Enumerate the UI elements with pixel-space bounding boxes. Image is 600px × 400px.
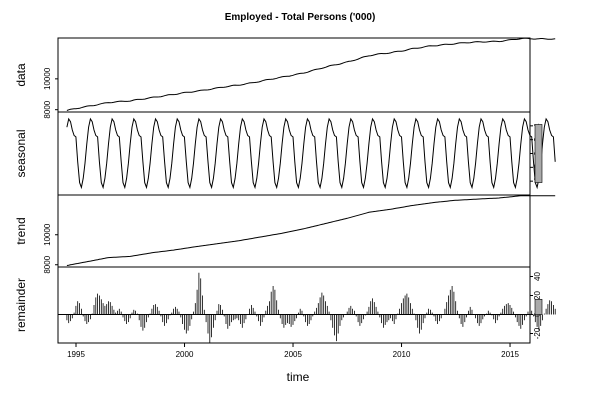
data-y-tick-label: 10000 (43, 67, 52, 90)
seasonal-scale-bar (534, 124, 543, 183)
data-y-tick-label: 8000 (43, 100, 52, 118)
x-tick-label: 2010 (393, 350, 411, 359)
trend-series-line (66, 195, 556, 266)
data-series-line (66, 37, 556, 111)
data-y-label: data (14, 63, 28, 87)
seasonal-y-label: seasonal (14, 129, 28, 177)
panels-layer: data 8000 10000 seasonal-4-2024 trend 8000 100… (14, 37, 556, 344)
remainder-y-tick-label: 20 (533, 291, 542, 300)
trend-y-tick-label: 8000 (43, 255, 52, 273)
trend-y-tick-label: 10000 (43, 223, 52, 246)
chart-title: Employed - Total Persons ('000) (225, 12, 376, 23)
remainder-y-tick-label: -20 (533, 327, 542, 339)
x-tick-label: 2005 (284, 350, 302, 359)
x-tick-label: 1995 (67, 350, 85, 359)
x-tick-label: 2015 (501, 350, 519, 359)
panel-trend: trend 8000 10000 (14, 194, 556, 274)
remainder-panel-frame (57, 266, 531, 344)
x-axis: 1995 2000 2005 2010 2015 (67, 343, 519, 359)
panel-seasonal: seasonal-4-2024 (14, 111, 556, 196)
x-axis-label: time (287, 370, 310, 384)
panel-data: data 8000 10000 (14, 37, 556, 119)
remainder-y-label: remainder (14, 278, 28, 332)
remainder-scale-bar (534, 298, 543, 315)
x-tick-label: 2000 (176, 350, 194, 359)
remainder-y-tick-label: 40 (533, 272, 542, 281)
seasonal-series-line (66, 117, 556, 190)
panel-remainder: remainder-2002040 (14, 266, 556, 344)
trend-y-label: trend (14, 217, 28, 244)
